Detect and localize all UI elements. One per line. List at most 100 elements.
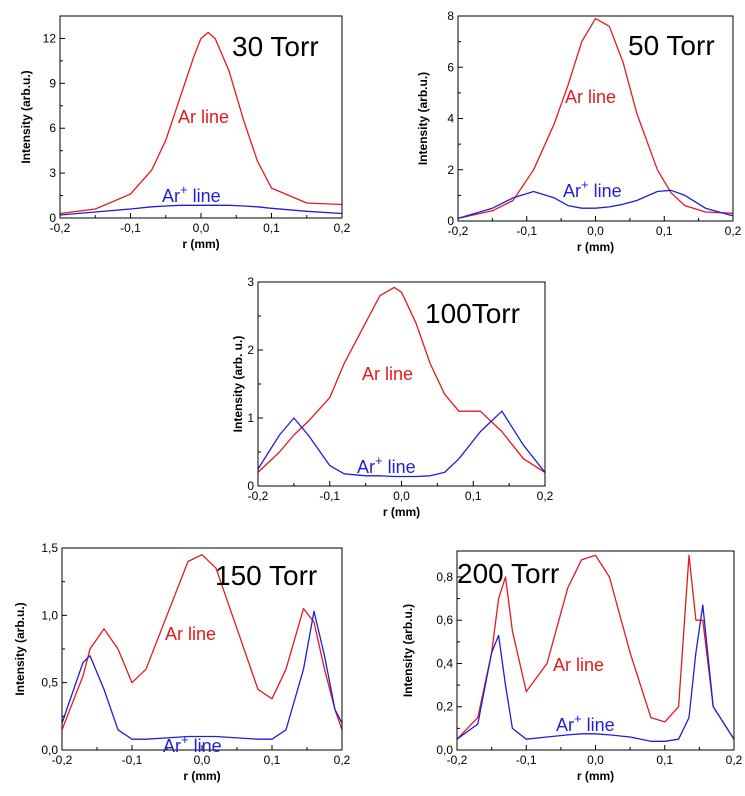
ar-plus-line-label: Ar+ line	[162, 182, 221, 206]
x-tick-label: 0,0	[393, 489, 410, 503]
x-tick-label: 0,2	[537, 489, 554, 503]
ar-line-label: Ar line	[362, 364, 413, 384]
x-tick-label: 0,2	[725, 224, 742, 238]
x-tick-label: -0,2	[50, 221, 71, 235]
x-tick-label: -0,1	[120, 221, 141, 235]
y-axis-label: Intensity (arb.u.)	[416, 72, 430, 165]
y-tick-label: 3	[49, 166, 56, 180]
y-tick-label: 0	[247, 479, 254, 493]
ar-plus-line-label: Ar+ line	[163, 732, 222, 756]
x-tick-label: 0,2	[726, 753, 743, 767]
series-line-ar-plus	[59, 204, 343, 216]
label-superscript: +	[180, 182, 188, 197]
label-element: Ar	[357, 457, 375, 477]
label-element: Ar	[563, 181, 581, 201]
y-tick-label: 0,2	[436, 700, 453, 714]
label-element: Ar	[565, 87, 583, 107]
y-tick-label: 6	[447, 60, 454, 74]
x-tick-label: 0,1	[263, 221, 280, 235]
series-line-ar-plus	[457, 189, 734, 220]
y-tick-label: 4	[447, 112, 454, 126]
y-axis-label: Intensity (arb. u.)	[231, 336, 245, 433]
label-suffix: line	[380, 364, 413, 384]
y-tick-label: 0	[447, 214, 454, 228]
series-line-ar-plus	[61, 610, 343, 740]
label-element: Ar	[163, 736, 181, 756]
label-element: Ar	[178, 107, 196, 127]
ar-line-label: Ar line	[565, 87, 616, 107]
ar-plus-line-label: Ar+ line	[556, 711, 615, 735]
y-tick-label: 9	[49, 76, 56, 90]
label-suffix: line	[189, 736, 222, 756]
x-tick-label: 0,0	[193, 221, 210, 235]
y-tick-label: 3	[247, 275, 254, 289]
y-tick-label: 0,5	[41, 676, 58, 690]
series-line-ar	[456, 554, 735, 740]
chart-panel-4: -0,2 -0,1 0,0 0,1 0,2 0,0 0,5 1,0 1,5 r (mm) Inten…	[13, 541, 351, 783]
ar-line-label: Ar line	[165, 624, 216, 644]
y-tick-label: 1	[247, 411, 254, 425]
x-tick-label: -0,1	[122, 753, 143, 767]
label-suffix: line	[183, 624, 216, 644]
label-element: Ar	[362, 364, 380, 384]
label-element: Ar	[162, 186, 180, 206]
panel-title: 100Torr	[425, 298, 520, 329]
panel-title: 200 Torr	[457, 558, 559, 589]
label-suffix: line	[583, 87, 616, 107]
series-line-ar	[457, 17, 734, 220]
y-tick-label: 1,0	[41, 608, 58, 622]
y-axis-label: Intensity (arb.u.)	[13, 602, 27, 695]
panel-title: 30 Torr	[232, 31, 319, 62]
label-superscript: +	[375, 453, 383, 468]
x-tick-label: -0,2	[248, 489, 269, 503]
x-tick-label: 0,0	[587, 753, 604, 767]
chart-panel-2: -0,2 -0,1 0,0 0,1 0,2 0 2 4 6 8 r (mm) Intensity (a…	[416, 9, 742, 254]
ar-plus-line-label: Ar+ line	[357, 453, 416, 477]
x-tick-label: -0,2	[448, 224, 469, 238]
x-tick-label: -0,1	[516, 753, 537, 767]
series-line-ar-plus	[257, 410, 546, 478]
ar-line-label: Ar line	[178, 107, 229, 127]
x-tick-label: 0,2	[334, 221, 351, 235]
y-tick-label: 0,8	[436, 570, 453, 584]
y-tick-label: 0,4	[436, 656, 453, 670]
y-tick-label: 8	[447, 9, 454, 23]
label-suffix: line	[589, 181, 622, 201]
y-axis-label: Intensity (arb.u.)	[401, 604, 415, 697]
y-tick-label: 12	[43, 31, 57, 45]
x-axis-label: r (mm)	[183, 769, 220, 783]
y-tick-label: 1,5	[41, 541, 58, 555]
ar-plus-line-label: Ar+ line	[563, 177, 622, 201]
label-suffix: line	[571, 655, 604, 675]
y-tick-label: 0,0	[436, 743, 453, 757]
x-tick-label: -0,2	[447, 753, 468, 767]
series-line-ar-plus	[456, 604, 735, 742]
label-superscript: +	[574, 711, 582, 726]
x-tick-label: -0,2	[52, 753, 73, 767]
label-element: Ar	[553, 655, 571, 675]
x-tick-label: 0,1	[656, 224, 673, 238]
x-tick-label: 0,2	[334, 753, 351, 767]
x-tick-label: 0,1	[656, 753, 673, 767]
label-suffix: line	[188, 186, 221, 206]
label-element: Ar	[556, 715, 574, 735]
label-suffix: line	[582, 715, 615, 735]
chart-panel-5: -0,2 -0,1 0,0 0,1 0,2 0,0 0,2 0,4 0,6 0,8 r (mm) In…	[401, 550, 743, 783]
x-tick-label: 0,1	[465, 489, 482, 503]
y-tick-label: 2	[247, 343, 254, 357]
y-tick-label: 6	[49, 121, 56, 135]
panel-title: 50 Torr	[628, 30, 715, 61]
label-element: Ar	[165, 624, 183, 644]
label-superscript: +	[181, 732, 189, 747]
label-suffix: line	[196, 107, 229, 127]
label-superscript: +	[581, 177, 589, 192]
y-tick-label: 0,6	[436, 613, 453, 627]
x-axis-label: r (mm)	[182, 237, 219, 251]
label-suffix: line	[383, 457, 416, 477]
chart-panel-1: -0,2 -0,1 0,0 0,1 0,2 0 3 6 9 12 r (mm) Intensity (…	[19, 15, 351, 251]
panel-title: 150 Torr	[215, 560, 317, 591]
x-tick-label: 0,0	[194, 753, 211, 767]
y-tick-label: 0,0	[41, 743, 58, 757]
x-tick-label: 0,1	[264, 753, 281, 767]
